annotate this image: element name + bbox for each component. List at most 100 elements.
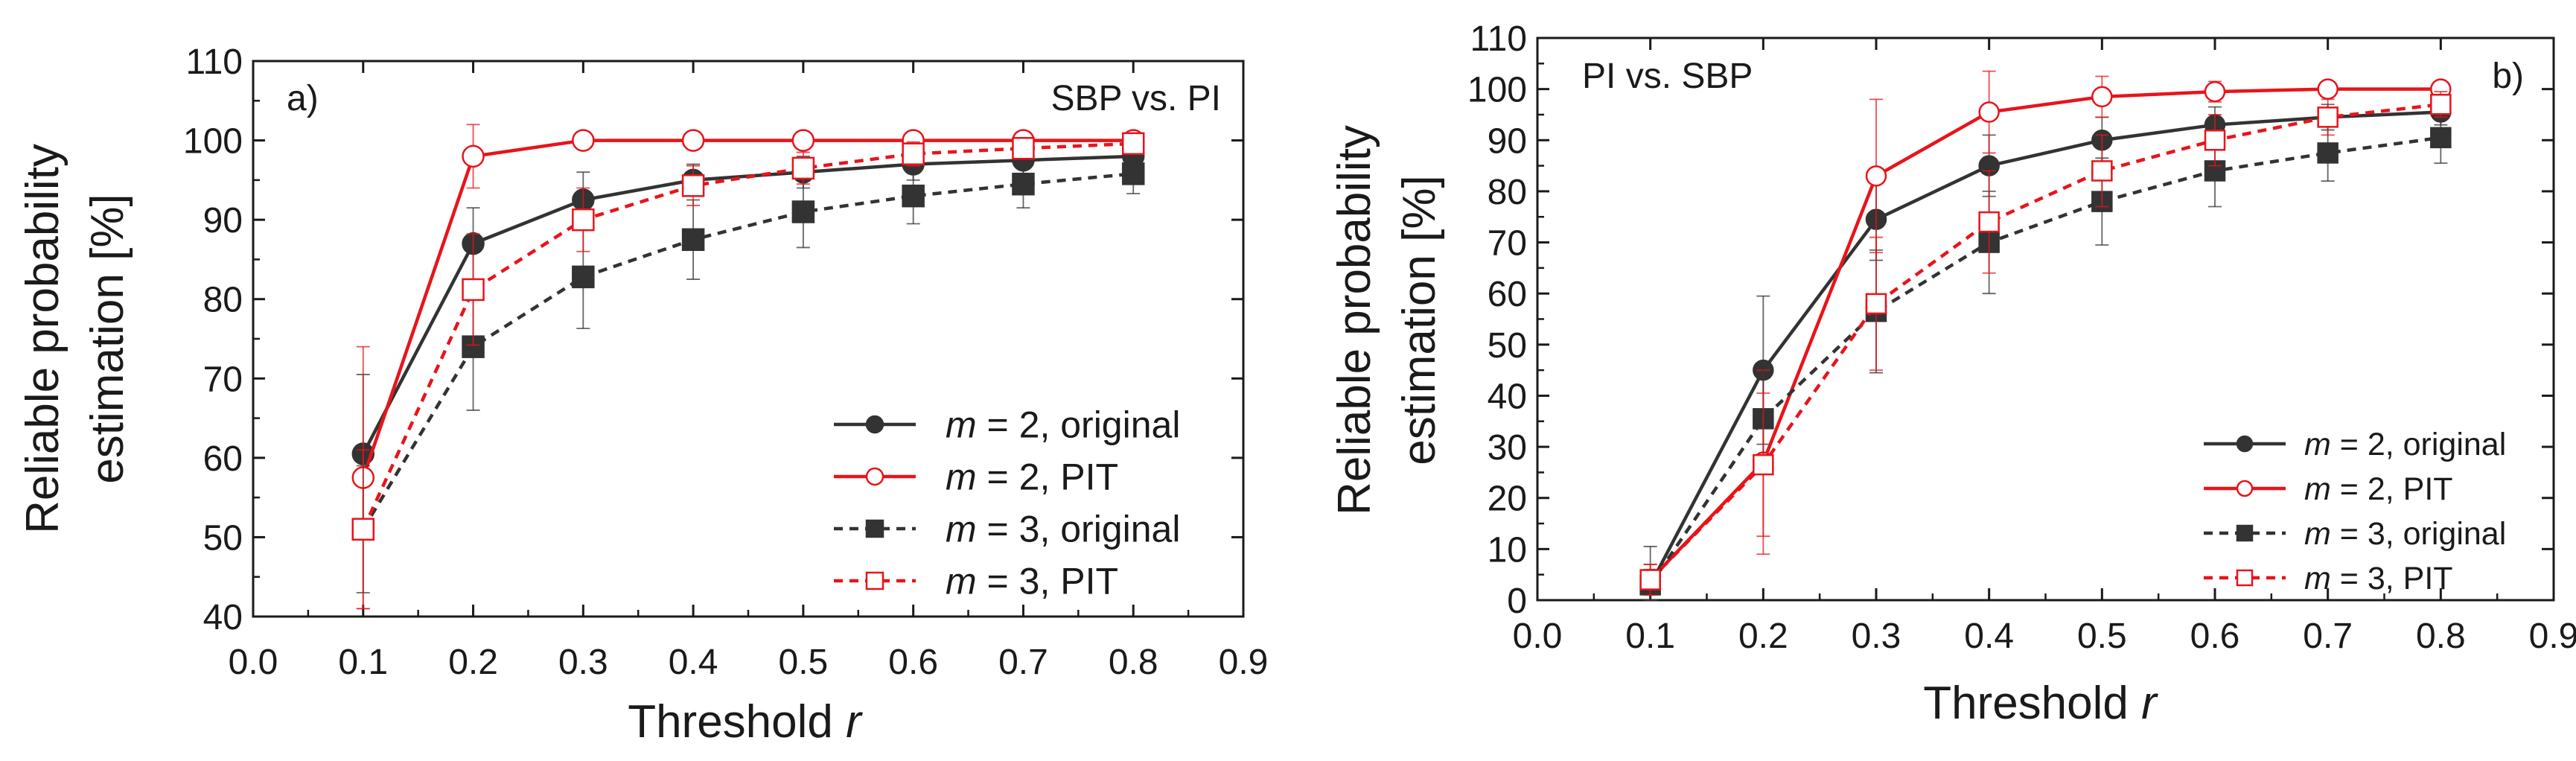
series-4 [351,132,1145,610]
legend-label: m = 3, PIT [2304,561,2453,596]
data-point [681,174,705,197]
series-line [1649,102,2441,582]
x-tick-label: 0.3 [558,643,608,682]
data-point [1121,132,1145,156]
y-tick-label: 90 [203,201,243,241]
data-point [791,156,815,180]
y-axis-title-line1: Reliable probability [17,144,68,534]
data-point [572,208,595,232]
y-tick-label: 70 [203,360,243,399]
legend: m = 2, original m = 2, PIT m = 3, original… [834,404,1180,602]
series-line [361,138,1134,479]
y-tick-label: 80 [203,281,243,320]
y-tick-label: 100 [1467,71,1527,110]
x-tick-label: 0.0 [1513,617,1563,656]
data-point [865,467,884,486]
x-tick-label: 0.4 [669,643,718,682]
data-point [2317,106,2339,128]
legend: m = 2, original m = 2, PIT m = 3, original… [2204,427,2506,596]
data-point [1753,453,1774,476]
data-point [865,519,884,538]
data-point [2430,127,2452,149]
data-point [1978,101,2000,123]
y-axis: 40 50 60 70 80 90 100 110 [183,42,1243,637]
legend-item: m = 3, original [834,509,1180,550]
panel-label: b) [2492,57,2524,96]
series-line [1648,136,2441,586]
legend-item: m = 2, PIT [2204,471,2453,507]
y-axis-title-line1: Reliable probability [1329,125,1380,515]
legend-label: m = 3, original [946,509,1180,550]
legend-label: m = 3, PIT [946,561,1118,602]
chart-panel-b: 0.0 0.1 0.2 0.3 0.4 0.5 0.6 0.7 0.8 0.9 0 10 20 30 40 5… [1329,19,2576,729]
y-tick-label: 20 [1488,480,1527,519]
data-point [865,415,884,434]
data-point [1639,569,1661,590]
x-tick-label: 0.6 [888,643,938,682]
legend-item: m = 3, PIT [2204,561,2453,596]
x-tick-label: 0.9 [1219,643,1269,682]
x-tick-label: 0.7 [2303,617,2353,656]
data-point [791,200,815,223]
panel-label: a) [287,79,319,118]
y-tick-label: 50 [203,518,243,558]
x-tick-label: 0.5 [2077,617,2127,656]
chart-title: PI vs. SBP [1582,57,1753,96]
data-point [2091,160,2113,182]
legend-label: m = 2, PIT [2304,471,2453,507]
data-point [2236,524,2254,542]
data-point [351,518,375,541]
legend-label: m = 2, original [946,404,1180,446]
series-line [1648,110,2441,586]
y-tick-label: 10 [1488,530,1527,570]
data-point [1978,211,2000,233]
legend-item: m = 2, original [834,404,1180,446]
y-axis-title-line2: estimation [%] [1394,175,1445,465]
x-axis-title: Threshold r [628,696,863,748]
x-tick-label: 0.1 [338,643,388,682]
y-tick-label: 100 [183,122,243,162]
data-point [1121,162,1145,185]
y-tick-label: 0 [1507,582,1527,621]
y-tick-label: 30 [1488,428,1527,468]
data-point [902,184,925,208]
data-point [2236,480,2254,497]
x-axis-title: Threshold r [1923,678,2158,729]
legend-label: m = 2, original [2304,427,2506,462]
x-tick-label: 0.7 [998,643,1048,682]
data-point [2204,130,2226,151]
x-tick-label: 0.2 [448,643,498,682]
x-tick-label: 0.1 [1625,617,1675,656]
data-point [2236,569,2254,587]
x-axis: 0.0 0.1 0.2 0.3 0.4 0.5 0.6 0.7 0.8 0.9 [229,61,1269,682]
series-3 [351,153,1145,593]
legend-item: m = 2, original [2204,427,2506,462]
x-axis: 0.0 0.1 0.2 0.3 0.4 0.5 0.6 0.7 0.8 0.9 [1513,38,2576,656]
series-line [1649,87,2441,582]
data-point [1012,172,1035,196]
data-point [462,144,485,168]
x-tick-label: 0.9 [2529,617,2576,656]
data-point [1865,293,1887,315]
data-point [1012,136,1035,160]
y-tick-label: 60 [203,439,243,479]
y-tick-label: 110 [1470,19,1527,59]
x-tick-label: 0.3 [1852,617,1901,656]
data-point [572,129,595,152]
x-tick-label: 0.4 [1964,617,2014,656]
x-tick-label: 0.5 [779,643,829,682]
x-tick-label: 0.8 [1109,643,1158,682]
legend-item: m = 3, PIT [834,561,1118,602]
data-point [572,265,595,289]
y-axis-title-line2: estimation [%] [82,194,133,483]
x-tick-label: 0.2 [1738,617,1788,656]
y-tick-label: 60 [1488,275,1527,314]
data-point [2236,435,2254,453]
data-point [681,228,705,252]
chart-panel-a: 0.0 0.1 0.2 0.3 0.4 0.5 0.6 0.7 0.8 0.9 40 50 60 70 80… [17,42,1268,748]
y-tick-label: 80 [1488,173,1527,212]
data-point [865,571,884,590]
data-point [462,278,485,302]
y-tick-label: 40 [203,598,243,637]
